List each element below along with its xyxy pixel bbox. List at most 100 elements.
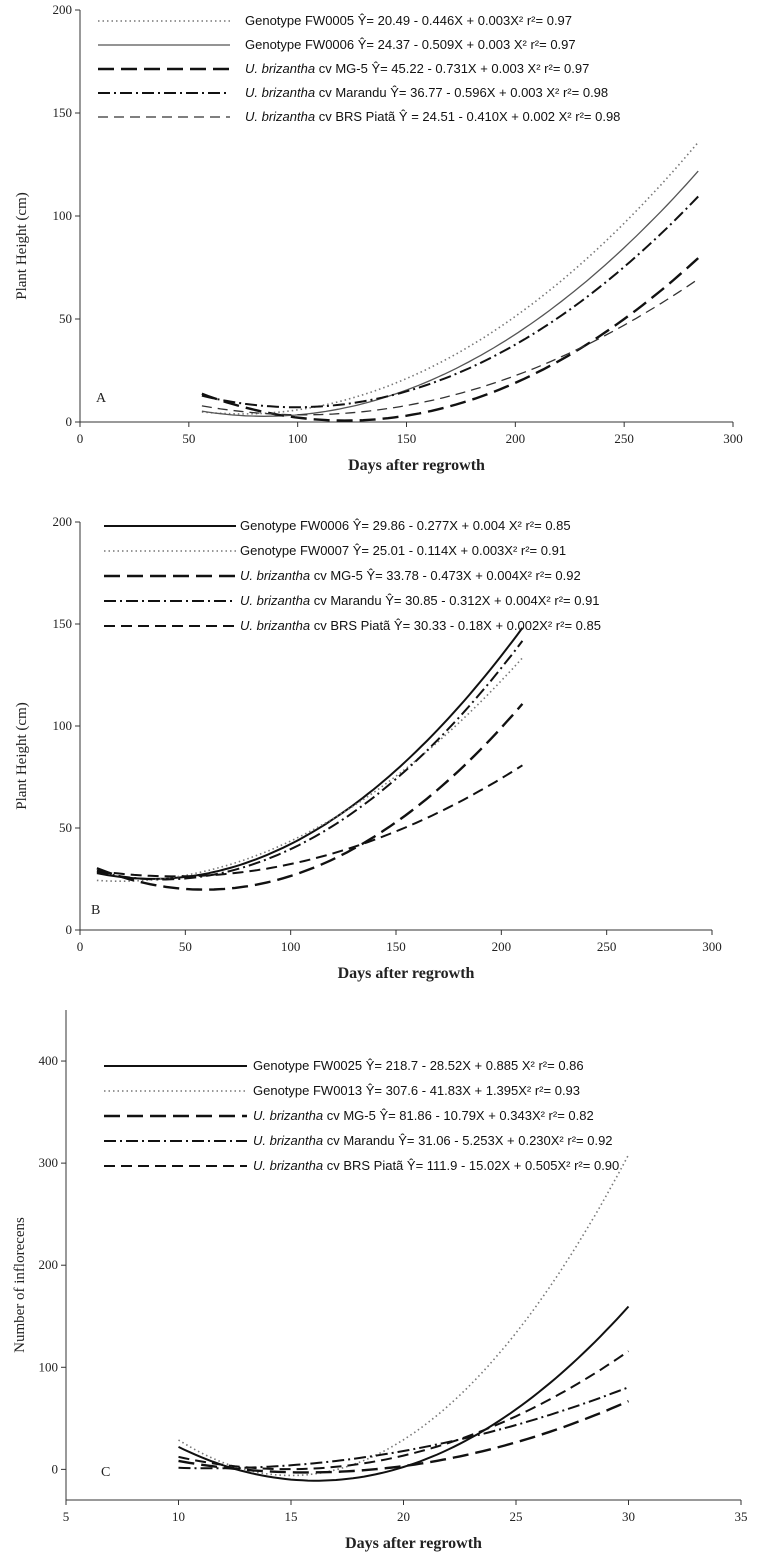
x-axis-title: Days after regrowth bbox=[348, 457, 485, 474]
legend-entry: Genotype FW0007 Ŷ= 25.01 - 0.114X + 0.00… bbox=[240, 543, 566, 558]
y-tick-label: 150 bbox=[53, 105, 73, 120]
series-line-2 bbox=[96, 657, 523, 883]
x-tick-label: 300 bbox=[723, 431, 743, 446]
panel-label: A bbox=[96, 391, 107, 406]
y-axis-title: Plant Height (cm) bbox=[14, 192, 30, 299]
series-line-5 bbox=[201, 278, 699, 416]
legend-entry: U. brizantha cv BRS Piatã Ŷ = 24.51 - 0.… bbox=[245, 109, 620, 124]
chart-panel-b: 0 50 100 150 200 250 300 0 50 100 150 200 Days after… bbox=[14, 514, 722, 982]
x-tick-label: 0 bbox=[77, 939, 84, 954]
x-tick-label: 10 bbox=[172, 1509, 185, 1524]
legend-species: U. brizantha bbox=[245, 109, 319, 124]
y-tick-label: 200 bbox=[53, 2, 73, 17]
y-tick-label: 0 bbox=[66, 922, 73, 937]
legend-name: cv MG-5 bbox=[319, 61, 372, 76]
legend: Genotype FW0005 Ŷ= 20.49 - 0.446X + 0.00… bbox=[98, 13, 620, 124]
x-tick-label: 250 bbox=[614, 431, 634, 446]
legend-equation: Ŷ = 24.51 - 0.410X + 0.002 X² r²= 0.98 bbox=[399, 109, 621, 124]
legend-entry: Genotype FW0005 Ŷ= 20.49 - 0.446X + 0.00… bbox=[245, 13, 572, 28]
legend-entry: U. brizantha cv Marandu Ŷ= 30.85 - 0.312… bbox=[240, 593, 600, 608]
legend: Genotype FW0025 Ŷ= 218.7 - 28.52X + 0.88… bbox=[104, 1058, 619, 1173]
x-tick-label: 50 bbox=[179, 939, 192, 954]
series-line-2 bbox=[178, 1154, 630, 1477]
legend-name: cv BRS Piatã bbox=[314, 618, 394, 633]
legend-entry: Genotype FW0006 Ŷ= 24.37 - 0.509X + 0.00… bbox=[245, 37, 576, 52]
legend-species: U. brizantha bbox=[245, 61, 319, 76]
x-tick-label: 20 bbox=[397, 1509, 410, 1524]
legend-entry: Genotype FW0025 Ŷ= 218.7 - 28.52X + 0.88… bbox=[253, 1058, 584, 1073]
legend-entry: U. brizantha cv BRS Piatã Ŷ= 111.9 - 15.… bbox=[253, 1158, 619, 1173]
legend-entry: U. brizantha cv Marandu Ŷ= 31.06 - 5.253… bbox=[253, 1133, 613, 1148]
legend-name: cv MG-5 bbox=[314, 568, 367, 583]
y-tick-label: 50 bbox=[59, 820, 72, 835]
legend-entry: Genotype FW0006 Ŷ= 29.86 - 0.277X + 0.00… bbox=[240, 518, 571, 533]
y-axis-title: Plant Height (cm) bbox=[14, 702, 30, 809]
series-line-4 bbox=[201, 195, 699, 409]
series-line-4 bbox=[96, 640, 524, 881]
panel-label: C bbox=[101, 1465, 110, 1480]
legend-equation: Ŷ= 24.37 - 0.509X + 0.003 X² r²= 0.97 bbox=[358, 37, 576, 52]
x-tick-label: 250 bbox=[597, 939, 617, 954]
legend-equation: Ŷ= 31.06 - 5.253X + 0.230X² r²= 0.92 bbox=[398, 1133, 612, 1148]
legend-entry: U. brizantha cv BRS Piatã Ŷ= 30.33 - 0.1… bbox=[240, 618, 601, 633]
legend-equation: Ŷ= 33.78 - 0.473X + 0.004X² r²= 0.92 bbox=[366, 568, 580, 583]
series-line-5 bbox=[96, 764, 523, 878]
x-tick-label: 30 bbox=[622, 1509, 635, 1524]
y-tick-label: 400 bbox=[39, 1053, 59, 1068]
y-tick-label: 200 bbox=[53, 514, 73, 529]
legend-species: U. brizantha bbox=[240, 568, 314, 583]
legend-entry: Genotype FW0013 Ŷ= 307.6 - 41.83X + 1.39… bbox=[253, 1083, 580, 1098]
x-tick-label: 15 bbox=[285, 1509, 298, 1524]
legend-name: Genotype FW0006 bbox=[245, 37, 358, 52]
x-tick-label: 150 bbox=[397, 431, 417, 446]
legend-entry: U. brizantha cv MG-5 Ŷ= 81.86 - 10.79X +… bbox=[253, 1108, 594, 1123]
legend-species: U. brizantha bbox=[253, 1108, 327, 1123]
series-line-1 bbox=[201, 141, 699, 415]
chart-panel-c: 5 10 15 20 25 30 35 0 100 200 300 400 Days after reg… bbox=[12, 1010, 748, 1552]
chart-panel-a: 0 50 100 150 200 250 300 0 50 100 150 200 Days after… bbox=[14, 2, 743, 474]
y-tick-label: 100 bbox=[53, 208, 73, 223]
legend-name: Genotype FW0005 bbox=[245, 13, 358, 28]
x-tick-label: 100 bbox=[281, 939, 301, 954]
x-tick-label: 25 bbox=[510, 1509, 523, 1524]
legend-entry: U. brizantha cv MG-5 Ŷ= 33.78 - 0.473X +… bbox=[240, 568, 581, 583]
legend-species: U. brizantha bbox=[240, 618, 314, 633]
series-line-2 bbox=[201, 170, 699, 417]
series-line-3 bbox=[201, 257, 700, 422]
x-tick-label: 150 bbox=[386, 939, 406, 954]
legend-species: U. brizantha bbox=[245, 85, 319, 100]
legend-entry: U. brizantha cv MG-5 Ŷ= 45.22 - 0.731X +… bbox=[245, 61, 589, 76]
legend-equation: Ŷ= 30.85 - 0.312X + 0.004X² r²= 0.91 bbox=[385, 593, 599, 608]
y-tick-label: 50 bbox=[59, 311, 72, 326]
legend-equation: Ŷ= 25.01 - 0.114X + 0.003X² r²= 0.91 bbox=[353, 543, 566, 558]
legend-name: Genotype FW0007 bbox=[240, 543, 353, 558]
series-line-1 bbox=[96, 627, 524, 880]
legend-name: Genotype FW0025 bbox=[253, 1058, 366, 1073]
legend-equation: Ŷ= 30.33 - 0.18X + 0.002X² r²= 0.85 bbox=[394, 618, 601, 633]
x-axis-title: Days after regrowth bbox=[345, 1535, 482, 1552]
series-line-5 bbox=[178, 1350, 630, 1471]
legend-name: cv Marandu bbox=[319, 85, 391, 100]
legend-equation: Ŷ= 111.9 - 15.02X + 0.505X² r²= 0.90 bbox=[407, 1158, 619, 1173]
legend-species: U. brizantha bbox=[240, 593, 314, 608]
legend-entry: U. brizantha cv Marandu Ŷ= 36.77 - 0.596… bbox=[245, 85, 608, 100]
x-tick-label: 200 bbox=[506, 431, 526, 446]
series-line-3 bbox=[178, 1400, 629, 1474]
legend: Genotype FW0006 Ŷ= 29.86 - 0.277X + 0.00… bbox=[104, 518, 601, 633]
legend-name: cv Marandu bbox=[327, 1133, 399, 1148]
x-tick-label: 5 bbox=[63, 1509, 70, 1524]
x-axis-title: Days after regrowth bbox=[338, 965, 475, 982]
panel-label: B bbox=[91, 903, 100, 918]
x-tick-label: 100 bbox=[288, 431, 308, 446]
y-tick-label: 0 bbox=[52, 1461, 59, 1476]
legend-species: U. brizantha bbox=[253, 1158, 327, 1173]
legend-name: cv MG-5 bbox=[327, 1108, 380, 1123]
x-tick-label: 0 bbox=[77, 431, 84, 446]
x-tick-label: 35 bbox=[735, 1509, 748, 1524]
legend-equation: Ŷ= 218.7 - 28.52X + 0.885 X² r²= 0.86 bbox=[366, 1058, 584, 1073]
legend-name: cv BRS Piatã bbox=[327, 1158, 407, 1173]
y-tick-label: 300 bbox=[39, 1155, 59, 1170]
y-tick-label: 200 bbox=[39, 1257, 59, 1272]
y-tick-label: 150 bbox=[53, 616, 73, 631]
